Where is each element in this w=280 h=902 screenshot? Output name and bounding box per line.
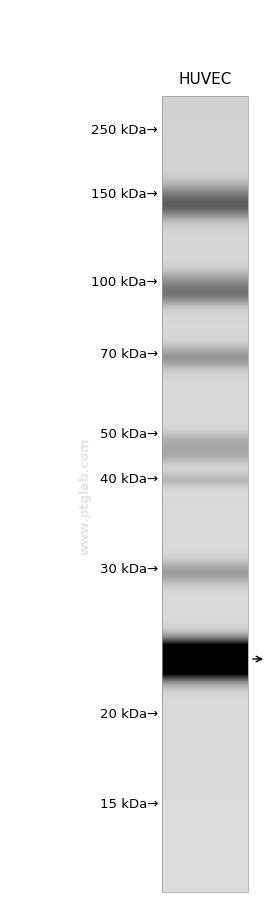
Text: 150 kDa→: 150 kDa→ [91,189,158,201]
Text: 50 kDa→: 50 kDa→ [100,428,158,441]
Text: 100 kDa→: 100 kDa→ [91,276,158,290]
Text: HUVEC: HUVEC [178,72,232,87]
Text: 20 kDa→: 20 kDa→ [100,708,158,721]
Text: 250 kDa→: 250 kDa→ [91,124,158,136]
Text: 40 kDa→: 40 kDa→ [100,473,158,486]
Text: 70 kDa→: 70 kDa→ [100,348,158,361]
Text: www.ptglab.com: www.ptglab.com [78,437,92,555]
Text: 30 kDa→: 30 kDa→ [100,563,158,575]
Bar [162,97,248,892]
Text: 15 kDa→: 15 kDa→ [100,797,158,811]
